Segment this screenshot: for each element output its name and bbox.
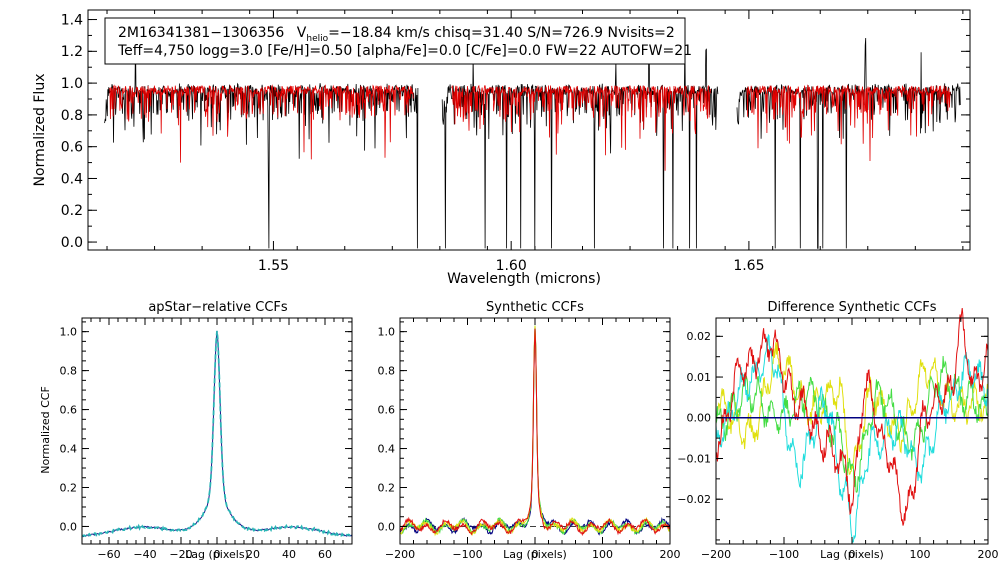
y-tick-label: −0.02 [677, 493, 711, 506]
x-tick-label: 0 [532, 548, 539, 561]
synthetic-ccf-data-layer [399, 325, 671, 537]
difference-ccf-data-layer [715, 307, 989, 543]
y-tick-label: 0.4 [60, 442, 78, 455]
y-tick-label: 0.4 [378, 442, 396, 455]
x-tick-label: −100 [769, 548, 799, 561]
y-tick-label: 1.2 [61, 44, 83, 60]
x-tick-label: −60 [97, 548, 120, 561]
apstar-ccf-plot-frame [81, 317, 353, 545]
x-tick-label: 200 [978, 548, 999, 561]
x-tick-label: 0 [849, 548, 856, 561]
x-tick-label: 100 [592, 548, 613, 561]
apstar-ccf-line [81, 330, 353, 538]
x-tick-label: 1.60 [496, 258, 527, 274]
y-tick-label: 1.0 [60, 325, 78, 338]
x-tick-label: 100 [910, 548, 931, 561]
y-tick-label: 0.2 [378, 481, 396, 494]
y-tick-label: 0.0 [60, 520, 78, 533]
x-tick-label: −20 [169, 548, 192, 561]
x-tick-label: −200 [385, 548, 415, 561]
y-tick-label: 0.01 [687, 371, 712, 384]
y-tick-label: 0.8 [378, 364, 396, 377]
spectrum-annotation-box: 2M16341381−1306356 Vhelio=−18.84 km/s ch… [104, 17, 692, 65]
model-spectrum-line [451, 84, 711, 171]
x-tick-label: 20 [246, 548, 260, 561]
y-tick-label: 0.02 [687, 330, 712, 343]
x-tick-label: −200 [701, 548, 731, 561]
y-tick-label: 0.6 [378, 403, 396, 416]
model-spectrum-line [746, 84, 951, 162]
y-tick-label: 0.6 [60, 403, 78, 416]
apstar-ccf-ticks: −60 −40 −20 0 20 40 60 0.0 0.2 0.4 0.6 0.8 1.0 [60, 318, 353, 561]
apstar-ccf-line [81, 330, 353, 539]
synthetic-ccf-title: Synthetic CCFs [486, 300, 584, 315]
difference-ccf-line [715, 333, 989, 543]
difference-ccf-x-label: Lag (pixels) [820, 548, 884, 561]
y-tick-label: 0.4 [61, 171, 83, 187]
synthetic-ccf-plot-frame [399, 317, 671, 545]
y-tick-label: 0.00 [687, 412, 712, 425]
spectrum-y-label: Normalized Flux [32, 74, 48, 187]
difference-ccf-line [715, 355, 989, 493]
x-tick-label: −40 [133, 548, 156, 561]
model-spectrum-line [109, 84, 414, 163]
synthetic-ccf-panel: Synthetic CCFs −200 −100 0 100 200 0.0 0.2 0.4 0… [378, 300, 681, 561]
x-tick-label: 200 [660, 548, 681, 561]
y-tick-label: 0.8 [60, 364, 78, 377]
y-tick-label: −0.01 [677, 452, 711, 465]
apstar-ccf-title: apStar−relative CCFs [148, 300, 288, 315]
apstar-ccf-data-layer [81, 330, 353, 539]
x-tick-label: 1.65 [733, 258, 764, 274]
synthetic-ccf-line [399, 325, 671, 537]
y-tick-label: 0.2 [61, 203, 83, 219]
spectrum-panel: 1.55 1.60 1.65 0.0 0.2 0.4 0.6 0.8 1.0 1.2 1.4 2M1… [32, 9, 971, 287]
spectrum-data-layer [104, 35, 961, 249]
spectrum-x-label: Wavelength (microns) [447, 271, 601, 287]
apstar-ccf-y-label: Normalized CCF [39, 386, 52, 474]
y-tick-label: 1.0 [61, 76, 83, 92]
annotation-frame [104, 17, 686, 65]
y-tick-label: 0.8 [61, 108, 83, 124]
synthetic-ccf-ticks: −200 −100 0 100 200 0.0 0.2 0.4 0.6 0.8 1.0 [378, 318, 681, 561]
annotation-line-2: Teff=4,750 logg=3.0 [Fe/H]=0.50 [alpha/F… [117, 43, 692, 59]
difference-ccf-panel: Difference Synthetic CCFs −200 −100 0 100 20… [677, 300, 998, 561]
y-tick-label: 0.2 [60, 481, 78, 494]
x-tick-label: −100 [452, 548, 482, 561]
annotation-line-1: 2M16341381−1306356 Vhelio=−18.84 km/s ch… [118, 25, 675, 44]
difference-ccf-line [715, 307, 989, 526]
observed-spectrum-line [736, 37, 961, 249]
x-tick-label: 40 [282, 548, 296, 561]
synthetic-ccf-line [399, 325, 671, 536]
synthetic-ccf-line [399, 327, 671, 536]
spectrum-ticks: 1.55 1.60 1.65 0.0 0.2 0.4 0.6 0.8 1.0 1.2 1.4 [61, 10, 970, 274]
x-tick-label: 0 [214, 548, 221, 561]
y-tick-label: 1.4 [61, 12, 83, 28]
synthetic-ccf-x-label: Lag (pixels) [503, 548, 567, 561]
observed-spectrum-line [104, 36, 419, 249]
difference-ccf-ticks: −200 −100 0 100 200 0.02 0.01 0.00 −0.01 −0.02 [677, 318, 999, 561]
difference-ccf-title: Difference Synthetic CCFs [767, 300, 936, 315]
observed-spectrum-line [441, 35, 719, 249]
apstar-ccf-panel: apStar−relative CCFs −60 −40 −20 0 20 40 60 0.0… [39, 300, 353, 561]
spectrum-plot-frame [87, 9, 971, 251]
x-tick-label: 60 [318, 548, 332, 561]
synthetic-ccf-line [399, 328, 671, 537]
apstar-ccf-x-label: Lag (pixels) [185, 548, 249, 561]
y-tick-label: 1.0 [378, 325, 396, 338]
y-tick-label: 0.6 [61, 140, 83, 156]
x-tick-label: 1.55 [258, 258, 289, 274]
y-tick-label: 0.0 [378, 520, 396, 533]
y-tick-label: 0.0 [61, 235, 83, 251]
difference-ccf-line [715, 341, 989, 475]
